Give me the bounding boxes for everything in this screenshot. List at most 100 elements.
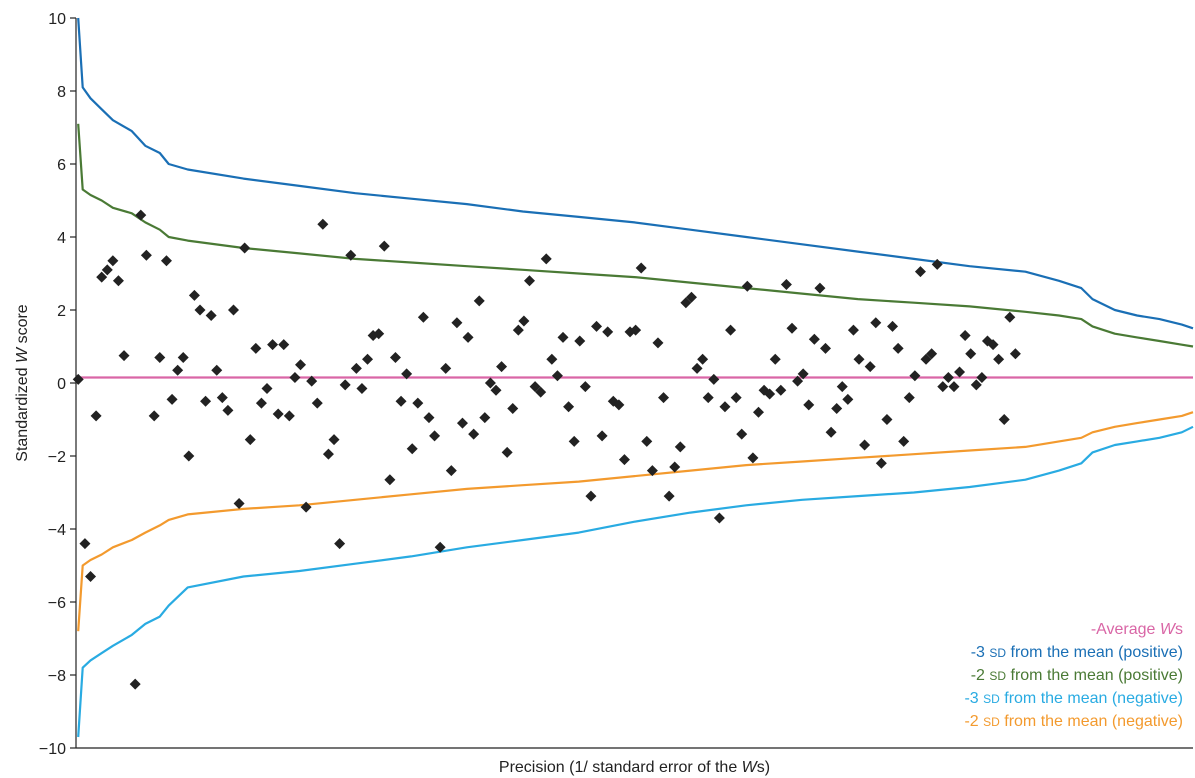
data-point <box>140 249 152 261</box>
data-point <box>417 311 429 323</box>
data-point <box>339 379 351 391</box>
data-point <box>602 326 614 338</box>
data-point <box>216 392 228 404</box>
data-point <box>244 434 256 446</box>
data-point <box>736 428 748 440</box>
data-point <box>903 392 915 404</box>
data-point <box>101 264 113 276</box>
data-point <box>154 351 166 363</box>
data-point <box>395 395 407 407</box>
data-point <box>926 348 938 360</box>
data-point <box>295 359 307 371</box>
data-point <box>993 353 1005 365</box>
data-point <box>870 317 882 329</box>
legend-entry-pos3: -3 SD from the mean (positive) <box>971 644 1183 661</box>
data-point <box>462 331 474 343</box>
data-point <box>468 428 480 440</box>
data-point <box>875 457 887 469</box>
data-point <box>970 379 982 391</box>
data-point <box>255 397 267 409</box>
data-point <box>412 397 424 409</box>
data-point <box>898 435 910 447</box>
data-point <box>177 351 189 363</box>
data-point <box>630 324 642 336</box>
data-point <box>691 362 703 374</box>
data-point <box>423 412 435 424</box>
data-point <box>808 333 820 345</box>
data-point <box>79 538 91 550</box>
data-point <box>976 372 988 384</box>
data-point <box>987 339 999 351</box>
data-point <box>194 304 206 316</box>
data-point <box>887 320 899 332</box>
data-point <box>112 275 124 287</box>
data-point <box>680 297 692 309</box>
data-point <box>456 417 468 429</box>
data-point <box>568 435 580 447</box>
data-point <box>378 240 390 252</box>
data-point <box>233 497 245 509</box>
data-point <box>909 370 921 382</box>
data-point <box>261 382 273 394</box>
data-point <box>702 392 714 404</box>
data-point <box>713 512 725 524</box>
y-tick-label: −10 <box>39 741 66 758</box>
y-tick-label: 6 <box>57 157 66 174</box>
data-point <box>90 410 102 422</box>
data-point <box>557 331 569 343</box>
y-tick-label: −4 <box>48 522 66 539</box>
x-axis-title: Precision (1/ standard error of the Ws) <box>499 759 770 776</box>
data-point <box>512 324 524 336</box>
data-point <box>574 335 586 347</box>
data-point <box>775 384 787 396</box>
data-point <box>200 395 212 407</box>
data-point <box>842 393 854 405</box>
data-point <box>322 448 334 460</box>
data-point <box>306 375 318 387</box>
y-tick-label: 10 <box>48 11 66 28</box>
data-point <box>535 386 547 398</box>
data-point <box>107 255 119 267</box>
data-point <box>931 258 943 270</box>
data-point <box>490 384 502 396</box>
data-point <box>747 452 759 464</box>
data-point <box>334 538 346 550</box>
data-point <box>222 404 234 416</box>
data-point <box>429 430 441 442</box>
data-point <box>998 414 1010 425</box>
data-point <box>881 414 893 425</box>
data-point <box>780 278 792 290</box>
data-point <box>864 361 876 373</box>
data-point <box>814 282 826 294</box>
line-neg2 <box>77 411 1194 632</box>
data-point <box>546 353 558 365</box>
y-axis-title: Standardized W score <box>14 304 31 462</box>
data-point <box>618 454 630 466</box>
data-point <box>920 353 932 365</box>
data-point <box>401 368 413 380</box>
y-tick-label: 2 <box>57 303 66 320</box>
data-point <box>373 328 385 340</box>
data-point <box>825 426 837 438</box>
data-point <box>350 362 362 374</box>
y-tick-label: 0 <box>57 376 66 393</box>
data-point <box>160 255 172 267</box>
data-points <box>72 209 1021 690</box>
data-point <box>1009 348 1021 360</box>
y-tick-label: −6 <box>48 595 66 612</box>
data-point <box>172 364 184 376</box>
data-point <box>272 408 284 420</box>
data-point <box>730 392 742 404</box>
data-point <box>406 443 418 455</box>
data-point <box>129 678 141 690</box>
data-point <box>892 342 904 354</box>
data-point <box>96 271 108 283</box>
data-point <box>741 280 753 292</box>
data-point <box>786 322 798 334</box>
y-axis-ticks: −10 −8 −6 −4 −2 0 2 4 6 8 10 <box>39 11 76 758</box>
data-point <box>166 393 178 405</box>
data-point <box>440 362 452 374</box>
data-point <box>1004 311 1016 323</box>
data-point <box>914 266 926 278</box>
